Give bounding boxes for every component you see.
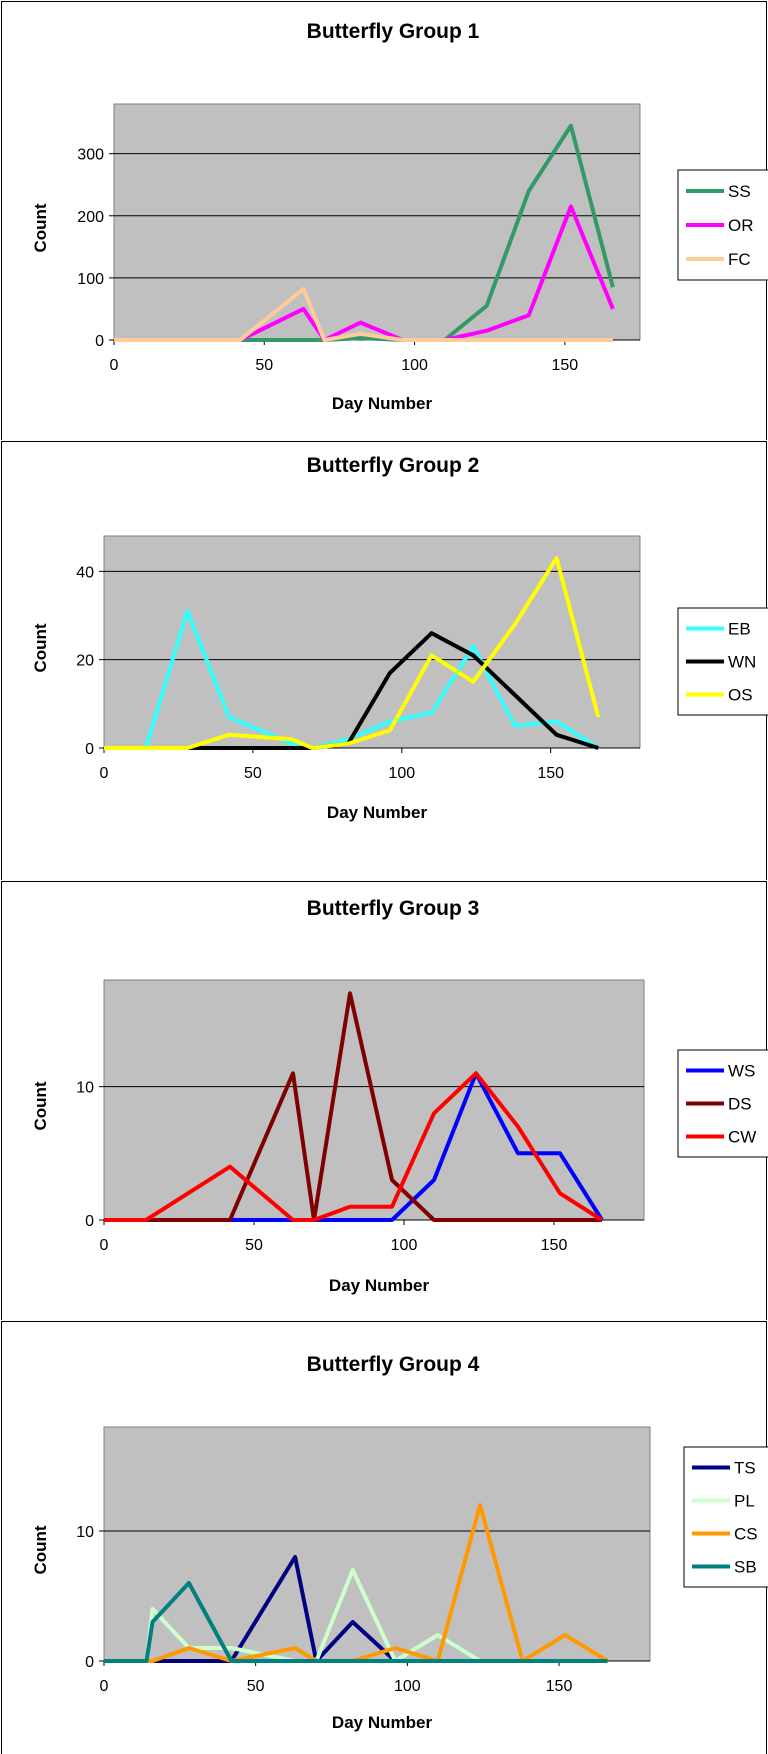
series-line-cw: [104, 1071, 604, 1222]
y-tick-label: 200: [77, 209, 104, 226]
x-tick-label: 100: [391, 1237, 418, 1254]
legend-label-fc: FC: [728, 250, 751, 269]
legend-label-ss: SS: [728, 182, 751, 201]
y-tick-label: 0: [85, 1213, 94, 1230]
x-tick-label: 150: [537, 765, 564, 782]
legend-label-pl: PL: [734, 1492, 755, 1511]
x-tick-label: 50: [255, 357, 273, 374]
y-axis-label: Count: [31, 1081, 50, 1130]
x-tick-label: 50: [245, 1237, 263, 1254]
y-tick-label: 0: [95, 333, 104, 350]
x-tick-label: 150: [541, 1237, 568, 1254]
x-tick-label: 150: [546, 1678, 573, 1695]
y-tick-label: 20: [76, 653, 94, 670]
chart-panel-group-2: 0 20 40 0 50 100 150 Butterfly Group 2 Day Numbe…: [0, 440, 768, 880]
chart-title: Butterfly Group 3: [307, 897, 480, 920]
x-tick-label: 0: [110, 357, 119, 374]
legend-box: [683, 1446, 768, 1588]
chart-svg: 0 20 40 0 50 100 150 Butterfly Group 2 Day Numbe…: [1, 441, 768, 880]
y-axis-label: Count: [31, 1525, 50, 1574]
y-tick-label: 100: [77, 271, 104, 288]
y-tick-label: 0: [85, 741, 94, 758]
chart-title: Butterfly Group 4: [307, 1353, 480, 1376]
plot-area: [113, 103, 641, 341]
series-line-ds: [104, 991, 602, 1222]
x-tick-label: 50: [244, 765, 262, 782]
y-tick-label: 10: [76, 1524, 94, 1541]
legend-label-ws: WS: [728, 1062, 755, 1081]
legend-label-ts: TS: [734, 1459, 756, 1478]
x-tick-label: 0: [100, 1678, 109, 1695]
legend-label-cw: CW: [728, 1128, 756, 1147]
legend-label-wn: WN: [728, 653, 756, 672]
legend-label-ds: DS: [728, 1095, 752, 1114]
y-axis-label: Count: [31, 623, 50, 672]
x-tick-label: 0: [100, 1237, 109, 1254]
legend-label-or: OR: [728, 216, 754, 235]
y-tick-label: 40: [76, 564, 94, 581]
x-tick-label: 100: [394, 1678, 421, 1695]
y-axis-label: Count: [31, 203, 50, 252]
chart-panel-group-4: 0 10 0 50 100 150 Butterfly Group 4 Day Number C…: [0, 1320, 768, 1754]
x-tick-label: 0: [100, 765, 109, 782]
legend-label-os: OS: [728, 686, 753, 705]
legend-label-cs: CS: [734, 1525, 758, 1544]
y-tick-label: 300: [77, 147, 104, 164]
series-line-eb: [104, 609, 600, 750]
chart-svg: 0 100 200 300 0 50 100 150 Butterfly Group 1 Day …: [1, 1, 768, 440]
chart-title: Butterfly Group 1: [307, 20, 480, 43]
chart-panel-group-3: 0 10 0 50 100 150 Butterfly Group 3 Day Number C…: [0, 880, 768, 1320]
x-tick-label: 100: [401, 357, 428, 374]
y-tick-label: 0: [85, 1654, 94, 1671]
x-axis-label: Day Number: [332, 394, 433, 413]
x-axis-label: Day Number: [332, 1713, 433, 1732]
series-line-os: [104, 556, 601, 750]
legend-label-sb: SB: [734, 1558, 757, 1577]
series-line-fc: [114, 287, 613, 342]
chart-panel-group-1: 0 100 200 300 0 50 100 150 Butterfly Group 1 Day …: [0, 0, 768, 440]
y-tick-label: 10: [76, 1080, 94, 1097]
series-line-sb: [104, 1581, 608, 1663]
legend-label-eb: EB: [728, 620, 751, 639]
x-tick-label: 50: [247, 1678, 265, 1695]
x-axis-label: Day Number: [327, 803, 428, 822]
chart-title: Butterfly Group 2: [307, 454, 480, 477]
x-tick-label: 100: [388, 765, 415, 782]
x-tick-label: 150: [552, 357, 579, 374]
x-axis-label: Day Number: [329, 1276, 430, 1295]
